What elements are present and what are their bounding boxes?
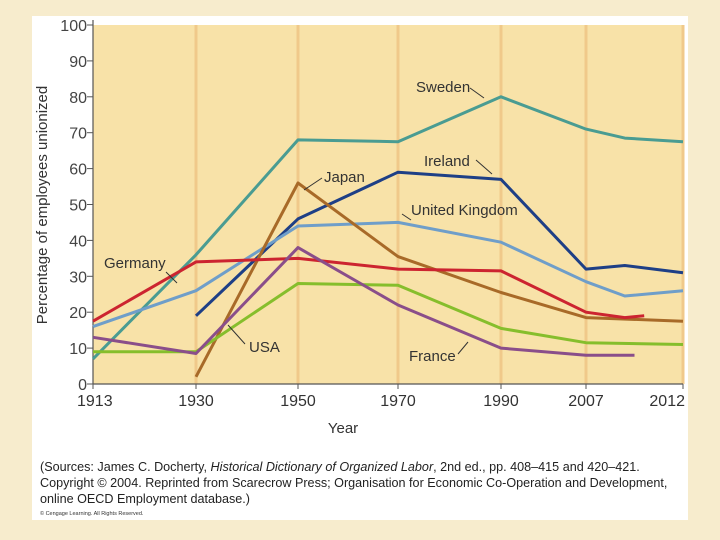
x-tick-label-1930: 1930 (178, 393, 214, 410)
plot-background (93, 25, 683, 384)
annotation-label-germany: Germany (104, 255, 166, 272)
x-tick-label-1950: 1950 (280, 393, 316, 410)
annotation-leader-sweden (469, 87, 485, 99)
y-tick-label-10: 10 (69, 341, 87, 358)
y-tick-label-20: 20 (69, 305, 87, 322)
x-axis-title: Year (328, 420, 358, 437)
sources-note: (Sources: James C. Docherty, Historical … (40, 459, 686, 507)
y-tick-label-90: 90 (69, 54, 87, 71)
annotation-label-sweden: Sweden (416, 79, 470, 96)
x-tick-label-1970: 1970 (380, 393, 416, 410)
annotation-label-usa: USA (249, 339, 280, 356)
annotation-label-japan: Japan (324, 169, 365, 186)
x-tick-label-2007: 2007 (568, 393, 604, 410)
y-tick-label-0: 0 (78, 377, 87, 394)
y-tick-label-100: 100 (60, 18, 87, 35)
y-tick-label-30: 30 (69, 269, 87, 286)
annotation-leader-usa (227, 324, 246, 345)
series-line-ireland (194, 170, 684, 317)
x-tick-label-2012: 2012 (649, 393, 685, 410)
annotation-label-france: France (409, 348, 456, 365)
series-line-japan (194, 181, 684, 378)
series-line-united-kingdom (92, 220, 684, 329)
annotation-leader-united-kingdom (401, 213, 412, 221)
y-tick-label-80: 80 (69, 90, 87, 107)
y-axis-title: Percentage of employees unionized (34, 86, 51, 325)
annotation-leader-japan (303, 177, 323, 191)
copyright-notice: © Cengage Learning. All Rights Reserved. (40, 511, 144, 517)
series-line-sweden (91, 95, 684, 360)
sources-line-1: (Sources: James C. Docherty, Historical … (40, 460, 640, 474)
annotation-label-united-kingdom: United Kingdom (411, 202, 518, 219)
line-chart: 0 10 20 30 40 50 60 70 80 90 100 1913 1930 1950 1970 19… (34, 18, 685, 437)
series-line-germany (92, 256, 645, 323)
annotation-leader-france (457, 341, 469, 355)
y-tick-label-60: 60 (69, 162, 87, 179)
y-tick-label-50: 50 (69, 198, 87, 215)
y-tick-label-70: 70 (69, 126, 87, 143)
annotation-leader-germany (165, 271, 178, 284)
y-tick-label-40: 40 (69, 233, 87, 250)
annotation-label-ireland: Ireland (424, 153, 470, 170)
series-line-france (92, 246, 635, 357)
sources-line-2: Copyright © 2004. Reprinted from Scarecr… (40, 476, 668, 490)
x-tick-label-1913: 1913 (77, 393, 113, 410)
x-tick-label-1990: 1990 (483, 393, 519, 410)
sources-line-3: online OECD Employment database.) (40, 492, 250, 506)
annotation-leader-ireland (475, 159, 493, 175)
